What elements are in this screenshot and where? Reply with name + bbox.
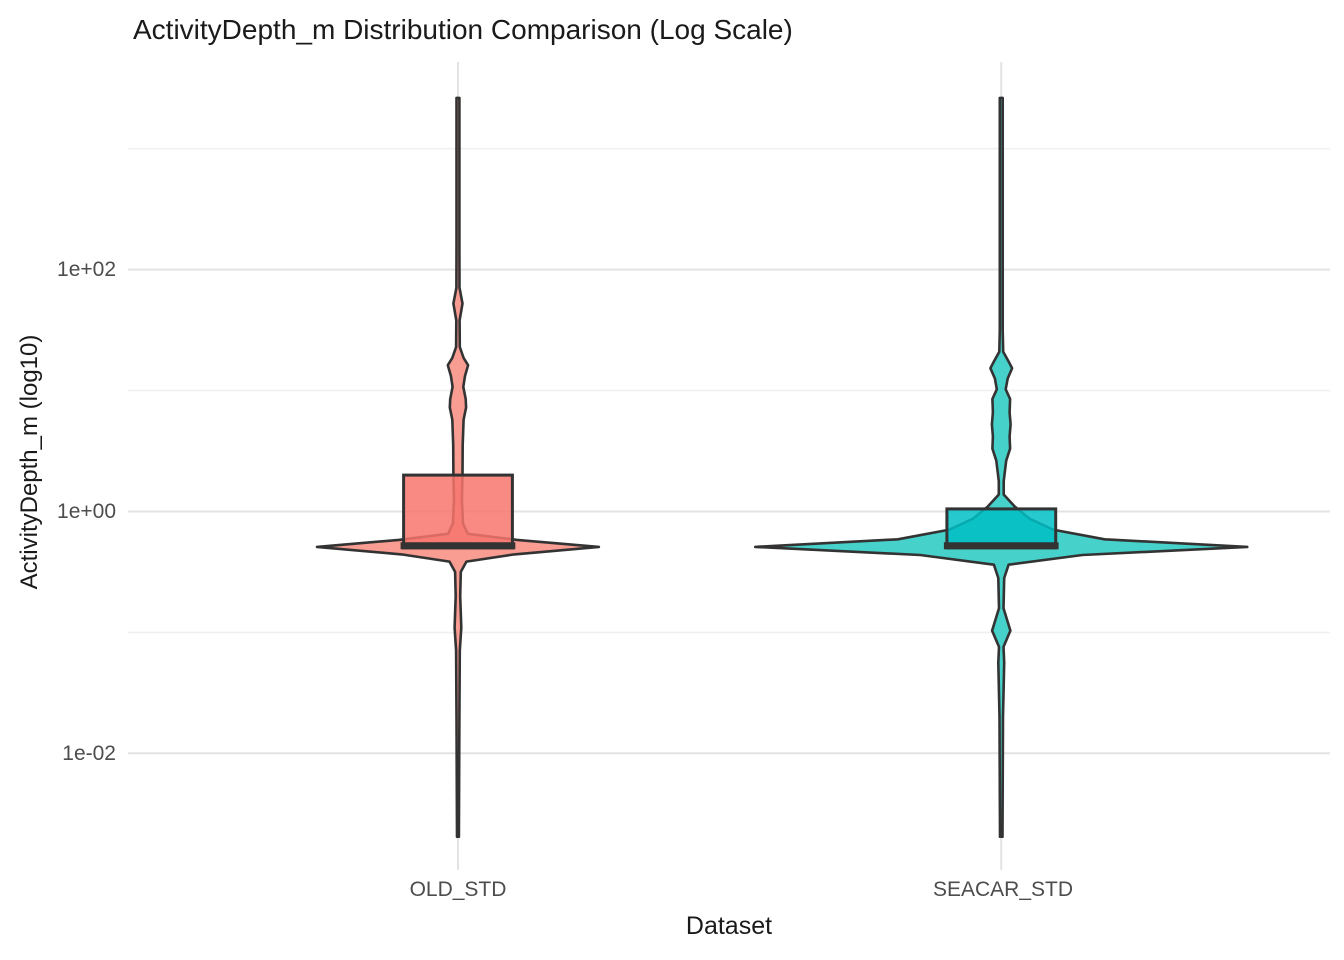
violin-SEACAR_STD [753, 96, 1249, 838]
x-tick-label-old-std: OLD_STD [409, 878, 507, 901]
box-OLD_STD [402, 473, 514, 550]
box-SEACAR_STD [945, 507, 1058, 550]
chart-title: ActivityDepth_m Distribution Comparison … [133, 14, 793, 45]
x-axis-title: Dataset [685, 912, 773, 940]
y-tick-label-1e-02: 1e-02 [62, 742, 116, 765]
y-tick-label-1e00: 1e+00 [57, 500, 116, 523]
violin-OLD_STD [315, 96, 601, 838]
x-tick-label-seacar-std: SEACAR_STD [932, 878, 1074, 901]
y-tick-label-1e02: 1e+02 [57, 258, 116, 281]
